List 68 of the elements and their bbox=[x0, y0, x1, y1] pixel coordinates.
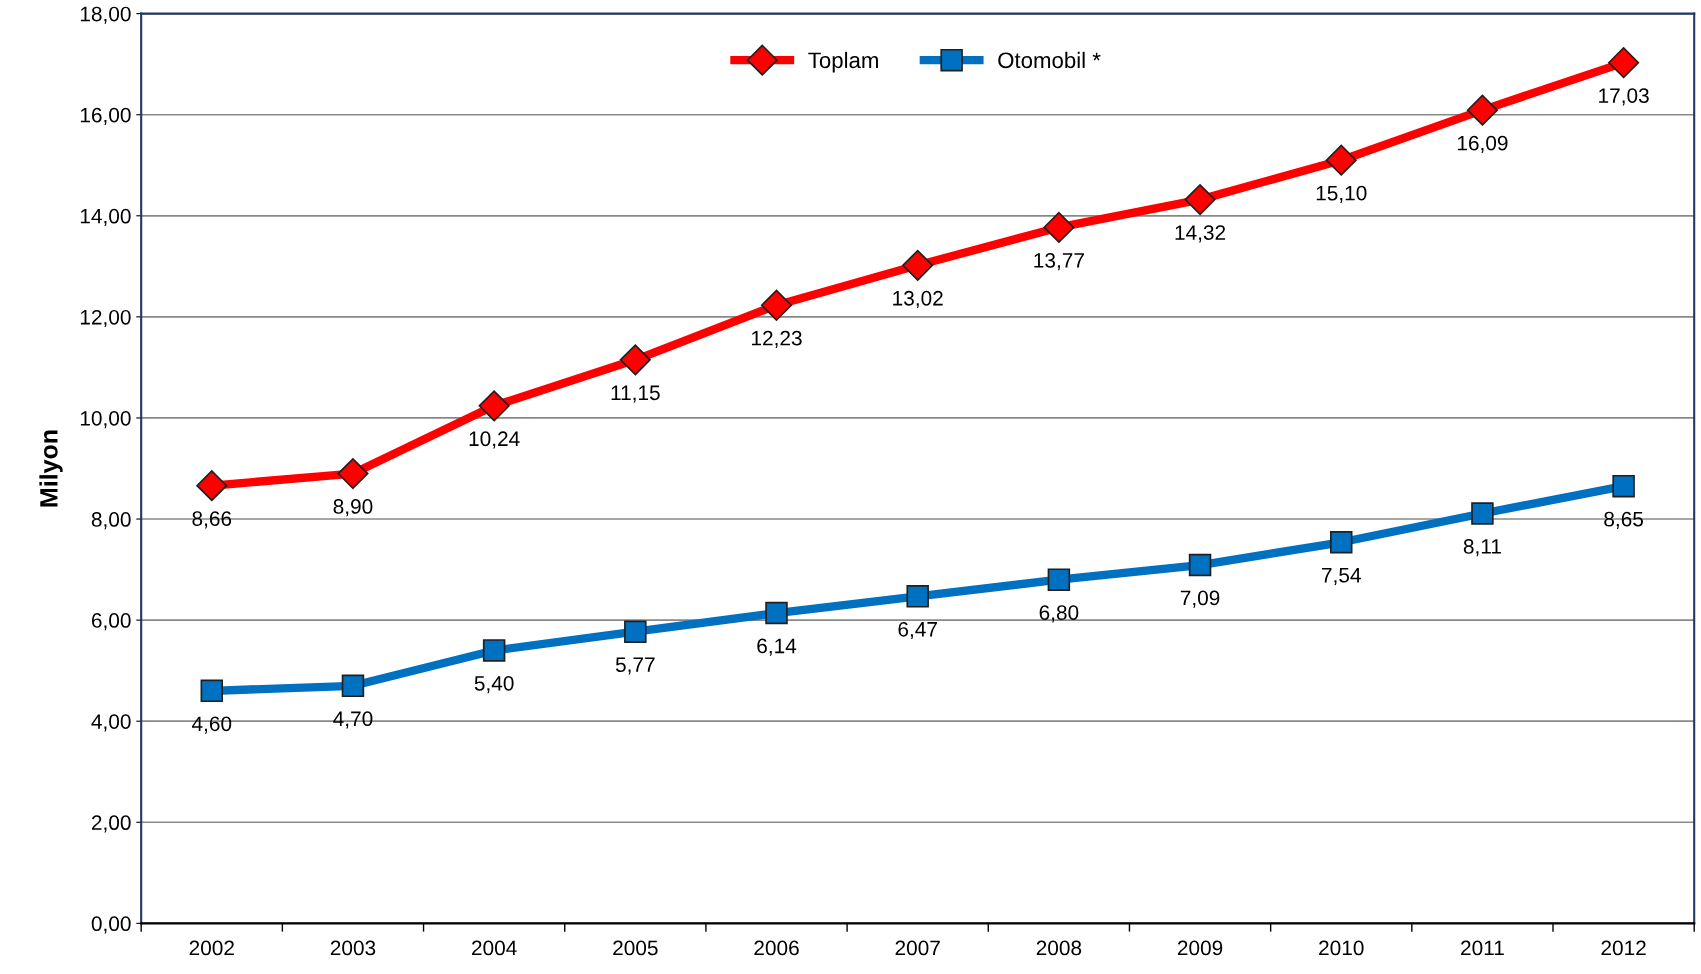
y-tick-label: 4,00 bbox=[91, 714, 131, 732]
point bbox=[765, 601, 788, 625]
x-tick-label: 2005 bbox=[613, 940, 658, 956]
legend-label: Toplam bbox=[808, 51, 878, 73]
data-label: 8,11 bbox=[1463, 539, 1501, 557]
point bbox=[1325, 144, 1357, 176]
point bbox=[341, 674, 365, 698]
point bbox=[619, 344, 651, 376]
y-tick-label: 6,00 bbox=[91, 613, 131, 631]
point bbox=[482, 639, 506, 662]
x-tick-label: 2011 bbox=[1461, 940, 1504, 956]
data-label: 8,90 bbox=[333, 499, 373, 517]
data-label: 5,77 bbox=[615, 657, 655, 675]
point bbox=[1184, 184, 1216, 216]
data-label: 15,10 bbox=[1316, 185, 1367, 203]
x-tick-label: 2010 bbox=[1319, 940, 1364, 956]
y-tick-label: 12,00 bbox=[80, 309, 131, 328]
point bbox=[1466, 94, 1498, 126]
data-label: 13,77 bbox=[1034, 252, 1084, 271]
point bbox=[1612, 474, 1635, 498]
x-tick-label: 2009 bbox=[1177, 940, 1223, 956]
data-label: 6,80 bbox=[1039, 605, 1079, 623]
point bbox=[1188, 553, 1212, 577]
point bbox=[1471, 502, 1494, 525]
point bbox=[760, 289, 793, 321]
y-axis-title: Milyon bbox=[39, 430, 63, 507]
data-label: 17,03 bbox=[1599, 88, 1649, 106]
point bbox=[906, 585, 929, 608]
point bbox=[624, 620, 647, 643]
point bbox=[337, 457, 369, 490]
data-label: 16,09 bbox=[1457, 135, 1508, 153]
y-tick-label: 16,00 bbox=[80, 107, 131, 125]
point bbox=[196, 470, 228, 502]
data-label: 10,24 bbox=[469, 431, 520, 449]
x-tick-label: 2004 bbox=[472, 940, 517, 956]
point bbox=[200, 679, 224, 703]
y-tick-label: 18,00 bbox=[80, 6, 131, 24]
data-label: 6,14 bbox=[757, 638, 797, 656]
data-label: 8,65 bbox=[1604, 511, 1644, 529]
point bbox=[1608, 47, 1640, 79]
x-tick-label: 2007 bbox=[895, 940, 940, 956]
data-label: 7,54 bbox=[1322, 568, 1361, 586]
x-tick-label: 2006 bbox=[754, 940, 799, 956]
legend-label: Otomobil * bbox=[998, 51, 1101, 69]
data-label: 12,23 bbox=[752, 330, 802, 349]
data-label: 4,60 bbox=[191, 716, 232, 734]
x-tick-label: 2008 bbox=[1036, 940, 1082, 956]
y-tick-label: 14,00 bbox=[80, 208, 131, 227]
point bbox=[1043, 211, 1075, 243]
point bbox=[478, 390, 510, 422]
point bbox=[902, 249, 934, 281]
x-tick-label: 2012 bbox=[1601, 940, 1646, 956]
y-tick-label: 0,00 bbox=[91, 916, 131, 934]
data-label: 4,70 bbox=[333, 711, 373, 729]
data-label: 5,40 bbox=[474, 675, 514, 694]
point bbox=[1047, 568, 1071, 591]
x-tick-label: 2003 bbox=[330, 940, 376, 956]
x-tick-label: 2002 bbox=[189, 940, 234, 956]
data-label: 11,15 bbox=[611, 385, 660, 403]
y-tick-label: 2,00 bbox=[91, 815, 131, 833]
y-tick-label: 10,00 bbox=[80, 410, 131, 429]
data-label: 6,47 bbox=[898, 621, 937, 640]
data-label: 13,02 bbox=[893, 290, 943, 309]
point bbox=[1329, 531, 1353, 554]
y-tick-label: 8,00 bbox=[91, 512, 131, 530]
data-label: 7,09 bbox=[1180, 590, 1220, 608]
data-label: 8,66 bbox=[192, 511, 232, 529]
data-label: 14,32 bbox=[1175, 225, 1226, 243]
